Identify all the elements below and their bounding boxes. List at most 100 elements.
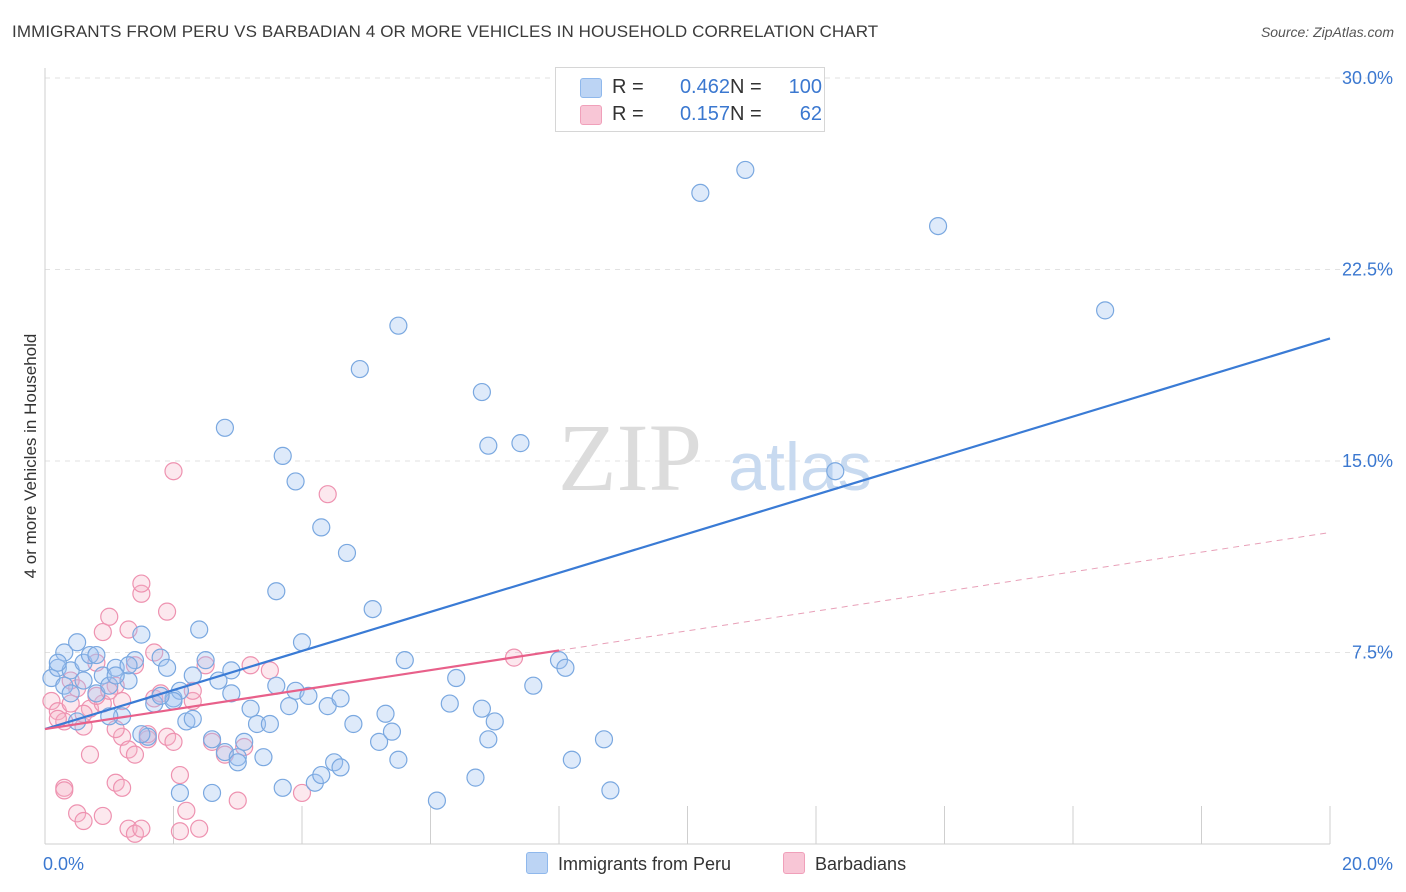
peru-point xyxy=(556,658,575,677)
barbadian-point xyxy=(177,801,196,820)
bottom-legend-barbadians[interactable]: Barbadians xyxy=(783,852,906,875)
peru-point xyxy=(215,418,234,437)
barbadian-point xyxy=(170,765,190,785)
peru-point xyxy=(312,518,331,537)
barbadian-point xyxy=(170,822,190,841)
peru-point xyxy=(286,472,305,491)
peru-point xyxy=(170,783,190,803)
legend-swatch-peru xyxy=(580,78,602,98)
source-label: Source: ZipAtlas.com xyxy=(1260,24,1394,40)
peru-point xyxy=(61,684,80,703)
peru-point xyxy=(247,714,267,734)
legend-n-value-peru: 100 xyxy=(788,76,822,98)
peru-point xyxy=(235,732,254,751)
peru-point xyxy=(344,714,363,734)
barbadian-point xyxy=(190,819,209,838)
barbadian-point xyxy=(157,602,177,621)
peru-point xyxy=(524,676,543,695)
tick-labels: 7.5% 15.0% 22.5% 30.0% 0.0% 20.0% xyxy=(43,68,1393,874)
x-tick-label: 20.0% xyxy=(1342,854,1393,874)
peru-point xyxy=(466,768,485,787)
barbadian-point xyxy=(125,656,145,675)
peru-point xyxy=(601,781,620,800)
peru-point xyxy=(376,704,395,723)
peru-point xyxy=(370,732,389,751)
bottom-legend-peru[interactable]: Immigrants from Peru xyxy=(526,852,731,875)
barbadian-point xyxy=(100,607,119,626)
watermark-zip: ZIP xyxy=(558,404,702,511)
peru-point xyxy=(74,671,93,690)
peru-point xyxy=(427,791,447,810)
barbadian-point xyxy=(132,584,151,603)
barbadian-point xyxy=(93,622,112,642)
peru-point xyxy=(350,359,369,379)
barbadian-point xyxy=(55,781,74,800)
barbadian-point xyxy=(196,656,215,675)
barbadian-point xyxy=(241,656,260,675)
peru-point xyxy=(562,750,581,769)
peru-trend-line xyxy=(44,337,1331,731)
x-tick-label: 0.0% xyxy=(43,854,84,874)
barbadian-point xyxy=(260,661,279,680)
peru-point xyxy=(928,216,948,236)
bottom-legend-label-peru: Immigrants from Peru xyxy=(558,854,732,874)
peru-point xyxy=(241,699,260,718)
peru-point xyxy=(267,676,286,695)
peru-point xyxy=(254,748,273,767)
peru-point xyxy=(183,709,202,728)
peru-point xyxy=(389,316,408,335)
peru-point xyxy=(382,722,402,741)
peru-point xyxy=(337,543,357,563)
peru-point xyxy=(363,599,382,619)
peru-point xyxy=(260,714,279,734)
barbadian-trend-line xyxy=(44,649,560,731)
peru-point xyxy=(202,730,222,749)
peru-point xyxy=(1096,301,1115,320)
barbadian-point xyxy=(112,778,132,797)
peru-point xyxy=(273,446,292,465)
peru-point xyxy=(299,686,318,706)
barbadian-trend-extension xyxy=(558,531,1331,651)
peru-point xyxy=(151,648,170,667)
peru-point xyxy=(190,620,209,639)
bottom-legend-label-barbadians: Barbadians xyxy=(815,854,907,874)
legend-r-value-peru: 0.462 xyxy=(679,76,730,98)
y-tick-label: 22.5% xyxy=(1342,260,1393,280)
peru-point xyxy=(106,666,125,685)
legend-r-label: R = xyxy=(612,103,644,125)
y-tick-label: 7.5% xyxy=(1352,643,1393,663)
barbadian-point xyxy=(80,745,100,764)
peru-point xyxy=(132,725,151,744)
legend-n-value-barbadians: 62 xyxy=(799,103,822,125)
peru-point xyxy=(267,582,286,601)
peru-point xyxy=(691,183,710,202)
peru-point xyxy=(447,668,466,688)
barbadian-point xyxy=(125,745,145,764)
barbadian-point xyxy=(318,485,337,504)
peru-point xyxy=(196,651,215,670)
peru-point xyxy=(68,633,87,652)
peru-point xyxy=(395,651,414,670)
peru-point xyxy=(157,658,177,677)
legend-n-label: N = xyxy=(730,103,762,125)
peru-point xyxy=(479,436,498,455)
y-axis-label: 4 or more Vehicles in Household xyxy=(21,334,40,579)
barbadian-point xyxy=(164,462,183,481)
peru-point xyxy=(736,160,755,180)
peru-point xyxy=(100,676,119,695)
peru-point xyxy=(312,765,331,785)
peru-point xyxy=(273,778,292,797)
barbadian-point xyxy=(132,574,151,593)
peru-point xyxy=(80,645,100,665)
barbadian-point xyxy=(61,694,80,713)
peru-point xyxy=(472,699,491,718)
peru-point xyxy=(826,462,845,481)
barbadian-point xyxy=(74,811,93,831)
watermark-atlas: atlas xyxy=(728,429,872,505)
peru-point xyxy=(202,783,222,803)
barbadian-point xyxy=(164,732,183,751)
peru-point xyxy=(228,753,247,772)
legend-r-label: R = xyxy=(612,76,644,98)
peru-point xyxy=(485,712,504,731)
